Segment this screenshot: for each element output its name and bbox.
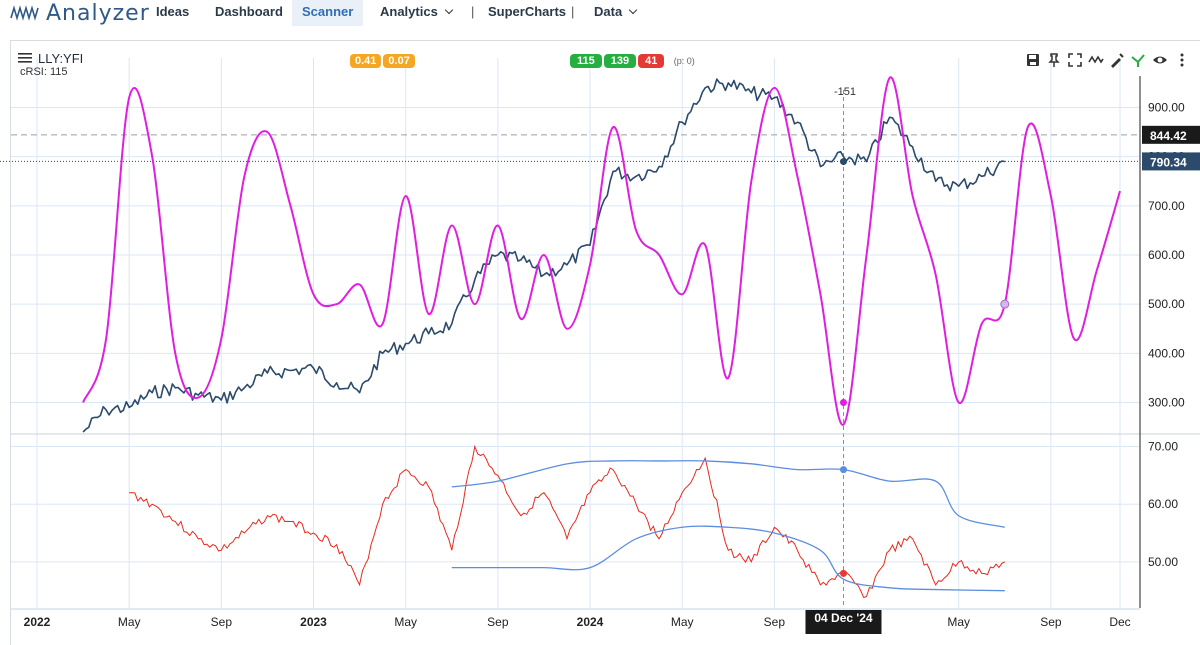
save-icon[interactable]: [1025, 52, 1041, 68]
pin-icon[interactable]: [1046, 52, 1062, 68]
y-tick-label: 700.00: [1148, 199, 1185, 213]
x-tick-label: 2023: [300, 615, 327, 629]
x-tick-label: Sep: [487, 615, 509, 629]
nav-ideas-label: Ideas: [156, 4, 190, 19]
draw-tool-icon[interactable]: [1109, 52, 1125, 68]
x-tick-label: May: [947, 615, 970, 629]
badge-green-2: 139: [603, 54, 637, 68]
nav-analytics-label: Analytics: [380, 4, 438, 19]
badge-b: 0.07: [383, 54, 415, 68]
cycle-endpoint-marker: [1000, 299, 1010, 309]
crosshair-marker-cycle: [839, 399, 847, 406]
x-tick-label: Sep: [764, 615, 786, 629]
crosshair-date-tag-bg: [805, 610, 882, 634]
badge-red: 41: [638, 54, 665, 68]
x-tick-label: Sep: [1040, 615, 1062, 629]
x-tick-label: Sep: [211, 615, 233, 629]
signal-tool-icon[interactable]: [1130, 52, 1146, 68]
x-tick-label: 2022: [24, 615, 51, 629]
fullscreen-icon[interactable]: [1067, 52, 1083, 68]
reference-price-tag: 844.42: [1150, 129, 1187, 143]
series-cycle-line: [82, 76, 1121, 426]
nav-supercharts[interactable]: SuperCharts: [488, 0, 566, 26]
series-price-line: [82, 78, 1005, 433]
last-price-tag-bg: [1142, 152, 1200, 171]
chart-panel: [10, 40, 1200, 645]
x-tick-label: May: [394, 615, 417, 629]
x-tick-label: May: [118, 615, 141, 629]
x-tick-label: May: [671, 615, 694, 629]
symbol-label[interactable]: LLY:YFI: [38, 51, 84, 66]
x-tick-label: 2024: [577, 615, 604, 629]
x-tick-label: Dec: [1109, 615, 1130, 629]
app-logo[interactable]: Analyzer: [10, 0, 150, 26]
orange-badges: 0.41 0.07: [350, 53, 417, 68]
nav-analytics[interactable]: Analytics: [380, 0, 454, 26]
top-nav-bar: Analyzer Ideas Dashboard Scanner Analyti…: [0, 0, 1200, 26]
axis-layer: 900.00800.00700.00600.00500.00400.00300.…: [11, 76, 1200, 634]
series-lower-band-line: [451, 525, 1005, 592]
more-options-icon[interactable]: [1174, 52, 1190, 68]
logo-text: Analyzer: [46, 0, 150, 26]
signal-badges: 115 139 41 (p: 0): [570, 53, 695, 68]
p-value-label: (p: 0): [673, 56, 695, 66]
y-tick-label: 50.00: [1148, 555, 1178, 569]
hamburger-icon: [18, 53, 32, 63]
crosshair-marker-band: [839, 466, 847, 474]
y-tick-label: 500.00: [1148, 297, 1185, 311]
series-layer: [82, 76, 1121, 599]
series-upper-band-line: [451, 460, 1005, 528]
nav-separator: |: [571, 4, 575, 19]
nav-separator: |: [471, 4, 475, 19]
last-price-tag: 790.34: [1150, 155, 1187, 169]
y-tick-label: 600.00: [1148, 248, 1185, 262]
wave-tool-icon[interactable]: [1088, 52, 1104, 68]
cursor-offset-label: -151: [834, 86, 857, 98]
y-tick-label: 70.00: [1148, 440, 1178, 454]
y-tick-label: 900.00: [1148, 101, 1185, 115]
wave-logo-icon: [10, 5, 39, 21]
crosshair-marker-rsi: [839, 569, 847, 577]
badge-green-1: 115: [570, 54, 602, 68]
crosshair-date-tag: 04 Dec '24: [814, 611, 873, 625]
crosshair-marker-price: [839, 158, 847, 166]
y-tick-label: 400.00: [1148, 346, 1185, 360]
nav-scanner[interactable]: Scanner: [292, 0, 364, 26]
series-rsi-line: [129, 444, 1006, 599]
nav-ideas[interactable]: Ideas: [156, 0, 189, 26]
nav-dashboard[interactable]: Dashboard: [215, 0, 283, 26]
indicator-label: cRSI: 115: [20, 66, 68, 78]
chart-grid: [11, 58, 1140, 608]
reference-lines: [0, 90, 1140, 608]
nav-data[interactable]: Data: [594, 0, 638, 26]
nav-dashboard-label: Dashboard: [215, 4, 283, 19]
y-tick-label: 60.00: [1148, 497, 1178, 511]
badge-a: 0.41: [350, 54, 382, 68]
nav-scanner-label: Scanner: [302, 4, 354, 19]
nav-data-label: Data: [594, 4, 623, 19]
menu-icon[interactable]: [18, 52, 32, 67]
y-tick-label: 300.00: [1148, 396, 1185, 410]
nav-supercharts-label: SuperCharts: [488, 4, 567, 19]
eye-icon[interactable]: [1152, 52, 1168, 68]
reference-price-tag-bg: [1142, 125, 1200, 144]
